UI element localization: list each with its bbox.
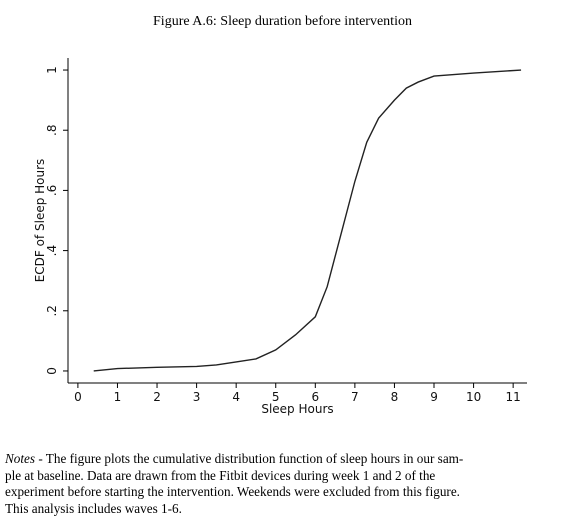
y-tick-label: 0 — [45, 367, 59, 375]
y-tick-label: .8 — [45, 124, 59, 135]
y-tick-label: .4 — [45, 245, 59, 256]
x-tick-label: 2 — [153, 390, 161, 404]
x-tick-label: 4 — [232, 390, 240, 404]
x-tick-label: 7 — [351, 390, 359, 404]
x-tick-label: 9 — [430, 390, 438, 404]
y-tick-label: .6 — [45, 185, 59, 196]
y-tick-label: 1 — [45, 66, 59, 74]
notes-line: This analysis includes waves 1-6. — [5, 500, 182, 516]
x-tick-label: 10 — [466, 390, 481, 404]
x-tick-label: 8 — [391, 390, 399, 404]
x-tick-label: 6 — [311, 390, 319, 404]
y-tick-label: .2 — [45, 305, 59, 316]
x-tick-label: 3 — [193, 390, 201, 404]
ecdf-line — [93, 69, 522, 372]
x-tick-label: 0 — [74, 390, 82, 404]
x-tick-label: 5 — [272, 390, 280, 404]
notes: Notes - The figure plots the cumulative … — [5, 451, 561, 517]
x-tick-label: 11 — [506, 390, 521, 404]
notes-line: The figure plots the cumulative distribu… — [45, 451, 464, 466]
x-axis-label: Sleep Hours — [261, 402, 333, 416]
notes-line: ple at baseline. Data are drawn from the… — [5, 467, 436, 483]
y-axis-label: ECDF of Sleep Hours — [33, 159, 47, 283]
notes-line: experiment before starting the intervent… — [5, 484, 460, 499]
x-tick-label: 1 — [114, 390, 122, 404]
notes-label: Notes - — [5, 451, 43, 466]
figure-title: Figure A.6: Sleep duration before interv… — [153, 14, 412, 29]
